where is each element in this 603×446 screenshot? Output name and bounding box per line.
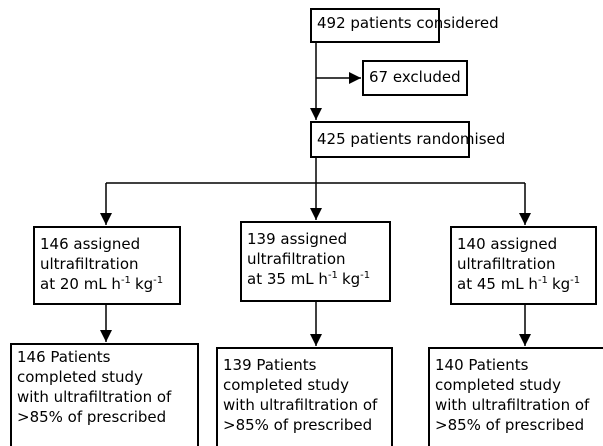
node-label: 492 patients considered <box>317 14 499 32</box>
rate-exponent: -1 <box>120 275 131 286</box>
node-line: completed study <box>17 368 143 386</box>
node-line: ultrafiltration <box>457 255 556 273</box>
rate-unit: kg <box>551 275 571 293</box>
node-line: completed study <box>435 376 561 394</box>
node: 146 Patients completed study with ultrafil… <box>10 343 199 446</box>
node-line: ultrafiltration <box>40 255 139 273</box>
rate-unit: kg <box>134 275 154 293</box>
node-line: with ultrafiltration of <box>223 396 378 414</box>
rate-text: at 45 mL h <box>457 275 538 293</box>
rate-exponent: -1 <box>360 270 371 281</box>
node-line: 139 Patients <box>223 356 317 374</box>
node-line: 146 Patients <box>17 348 111 366</box>
node-line: >85% of prescribed <box>435 416 585 434</box>
rate-exponent: -1 <box>570 275 581 286</box>
node-line: ultrafiltration <box>247 250 346 268</box>
node-line: at 35 mL h-1 kg-1 <box>247 269 384 289</box>
rate-text: at 20 mL h <box>40 275 121 293</box>
rate-text: at 35 mL h <box>247 270 328 288</box>
node: 139 Patients completed study with ultrafil… <box>216 347 393 446</box>
node-line: with ultrafiltration of <box>435 396 590 414</box>
node-label: 425 patients randomised <box>317 130 506 148</box>
rate-unit: kg <box>341 270 361 288</box>
node-line: 139 assigned <box>247 230 348 248</box>
node: 139 assigned ultrafiltration at 35 mL h-1 k… <box>240 221 391 302</box>
node: 67 excluded <box>362 60 468 96</box>
node-line: 140 assigned <box>457 235 558 253</box>
node-line: with ultrafiltration of <box>17 388 172 406</box>
node: 492 patients considered <box>310 8 499 43</box>
node-line: at 20 mL h-1 kg-1 <box>40 274 174 294</box>
rate-exponent: -1 <box>537 275 548 286</box>
node: 140 assigned ultrafiltration at 45 mL h-1 k… <box>450 226 597 305</box>
rate-exponent: -1 <box>327 270 338 281</box>
node: 140 Patients completed study with ultrafil… <box>428 347 603 446</box>
node-line: 140 Patients <box>435 356 529 374</box>
node-line: completed study <box>223 376 349 394</box>
node: 425 patients randomised <box>310 121 505 158</box>
node: 146 assigned ultrafiltration at 20 mL h-1 k… <box>33 226 181 305</box>
node-line: >85% of prescribed <box>223 416 373 434</box>
node-line: at 45 mL h-1 kg-1 <box>457 274 590 294</box>
node-line: >85% of prescribed <box>17 408 167 426</box>
rate-exponent: -1 <box>153 275 164 286</box>
node-line: 146 assigned <box>40 235 141 253</box>
node-label: 67 excluded <box>369 68 461 86</box>
